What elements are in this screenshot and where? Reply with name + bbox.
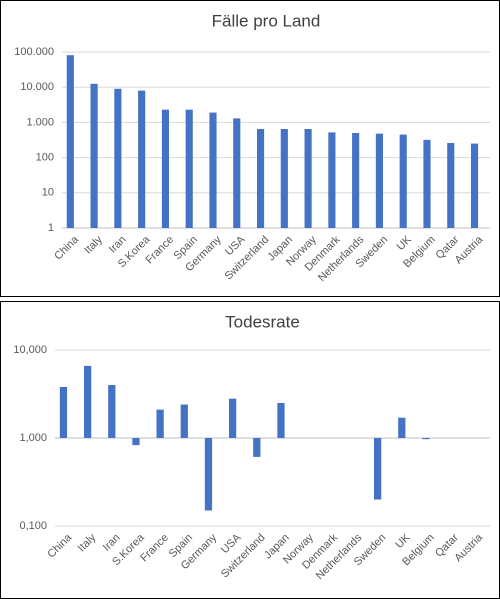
x-tick-label: Italy bbox=[76, 531, 99, 554]
chart-title: Fälle pro Land bbox=[212, 11, 321, 30]
chart-title: Todesrate bbox=[225, 312, 300, 331]
x-tick-label: UK bbox=[395, 233, 415, 253]
bar bbox=[470, 143, 479, 228]
x-tick-label: Austria bbox=[452, 531, 485, 564]
bar bbox=[280, 128, 288, 228]
bar bbox=[229, 398, 237, 438]
bar bbox=[422, 438, 430, 440]
bar bbox=[447, 142, 455, 228]
x-tick-label: Italy bbox=[82, 233, 105, 256]
x-tick-label: China bbox=[45, 531, 74, 560]
bar bbox=[352, 132, 360, 228]
y-tick-label: 1 bbox=[48, 222, 54, 234]
bar bbox=[328, 132, 336, 228]
bar bbox=[209, 112, 217, 228]
bar bbox=[138, 90, 146, 228]
y-tick-label: 0,100 bbox=[19, 520, 47, 532]
bar bbox=[132, 438, 140, 446]
bar bbox=[59, 386, 68, 438]
bar bbox=[114, 88, 122, 228]
bar bbox=[84, 365, 92, 438]
bar bbox=[180, 404, 188, 438]
x-tick-label: Switzerland bbox=[223, 234, 272, 283]
y-tick-label: 10.000 bbox=[20, 81, 54, 93]
bar bbox=[185, 109, 193, 228]
bar bbox=[253, 438, 261, 457]
y-tick-label: 10,000 bbox=[13, 344, 47, 356]
bar bbox=[108, 385, 116, 438]
y-tick-label: 1,000 bbox=[19, 432, 47, 444]
bar bbox=[156, 409, 164, 438]
bar bbox=[233, 118, 241, 228]
y-tick-label: 10 bbox=[42, 187, 54, 199]
bar bbox=[204, 438, 213, 511]
y-tick-label: 100 bbox=[36, 152, 54, 164]
bar bbox=[256, 128, 265, 228]
x-tick-label: UK bbox=[393, 531, 413, 551]
bar bbox=[66, 55, 74, 228]
bar bbox=[161, 109, 169, 228]
bar bbox=[398, 417, 406, 438]
bar bbox=[423, 139, 431, 228]
bar bbox=[399, 134, 407, 228]
x-tick-label: China bbox=[52, 233, 81, 262]
y-tick-label: 1.000 bbox=[26, 116, 54, 128]
y-tick-label: 100.000 bbox=[14, 46, 54, 58]
bar bbox=[374, 438, 382, 500]
bar bbox=[277, 402, 285, 438]
x-tick-label: Austria bbox=[453, 233, 486, 266]
bar bbox=[90, 83, 98, 229]
bar bbox=[304, 128, 312, 228]
bar bbox=[375, 133, 383, 228]
